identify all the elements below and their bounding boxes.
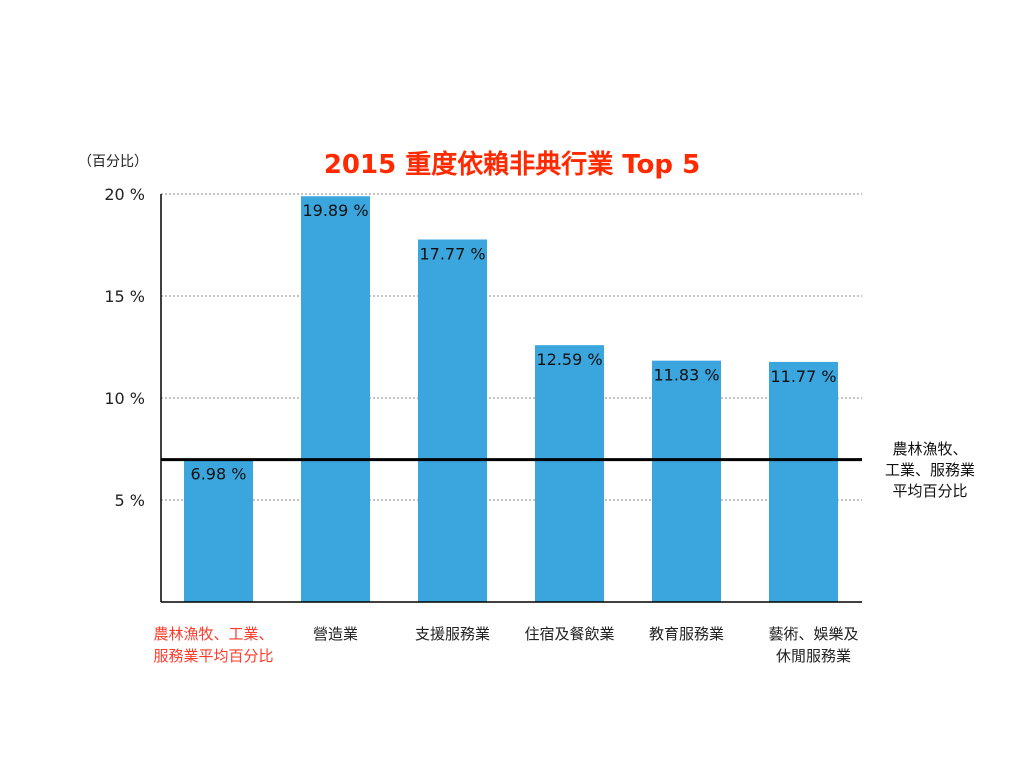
reference-line-label: 農林漁牧、 [892,440,967,458]
bar [535,345,604,602]
data-label: 19.89 % [302,201,368,220]
x-tick-label: 藝術、娛樂及 [768,625,858,643]
y-axis-label: （百分比） [78,154,148,170]
x-tick-label: 教育服務業 [649,625,724,643]
x-tick-label: 營造業 [313,625,358,643]
bar [301,196,370,602]
y-tick-label: 20 % [104,185,145,204]
y-tick-label: 15 % [104,287,145,306]
y-tick-label: 10 % [104,389,145,408]
bar [418,239,487,602]
bar [184,459,253,602]
y-tick-label: 5 % [115,491,145,510]
x-tick-label: 支援服務業 [415,625,490,643]
data-label: 17.77 % [419,244,485,263]
data-label: 11.83 % [653,366,719,385]
data-label: 11.77 % [770,367,836,386]
x-tick-label: 服務業平均百分比 [153,647,273,665]
reference-line-label: 平均百分比 [892,482,967,500]
x-tick-label: 住宿及餐飲業 [524,625,614,643]
x-tick-label: 休閒服務業 [776,647,851,665]
data-label: 12.59 % [536,350,602,369]
data-label: 6.98 % [191,465,247,484]
reference-line-label: 工業、服務業 [885,461,975,479]
chart-title: 2015 重度依賴非典行業 Top 5 [324,149,700,180]
bar [769,361,838,602]
bar [652,360,721,602]
x-tick-label: 農林漁牧、工業、 [153,625,273,643]
